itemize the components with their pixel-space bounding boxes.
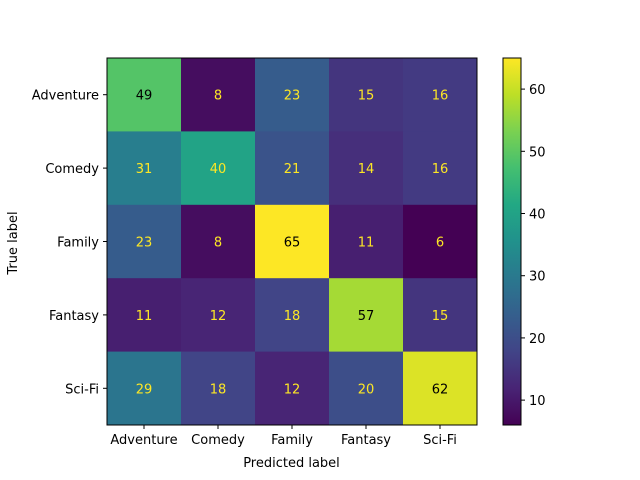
cell-1-3 bbox=[329, 131, 404, 206]
cell-value-1-0: 31 bbox=[136, 162, 153, 177]
cell-value-0-2: 23 bbox=[284, 89, 301, 104]
cell-3-3 bbox=[329, 278, 404, 353]
cell-value-2-1: 8 bbox=[214, 236, 222, 251]
cell-1-4 bbox=[403, 131, 478, 206]
cell-3-4 bbox=[403, 278, 478, 353]
cell-2-3 bbox=[329, 204, 404, 279]
cell-1-1 bbox=[181, 131, 256, 206]
x-tick-label: Sci-Fi bbox=[423, 433, 457, 448]
y-tick-label: Fantasy bbox=[49, 309, 99, 324]
cell-3-1 bbox=[181, 278, 256, 353]
cell-2-2 bbox=[255, 204, 330, 279]
colorbar-frame bbox=[502, 57, 522, 426]
x-axis: Adventure Comedy Family Fantasy Sci-Fi bbox=[110, 425, 457, 448]
cell-4-4 bbox=[403, 351, 478, 426]
cell-0-3 bbox=[329, 58, 404, 132]
cell-value-3-3: 57 bbox=[358, 309, 375, 324]
y-axis: Adventure Comedy Family Fantasy Sci-Fi bbox=[32, 89, 107, 397]
y-tick-label: Comedy bbox=[45, 162, 99, 177]
colorbar-tick-label: 10 bbox=[529, 394, 546, 409]
cell-4-0 bbox=[107, 351, 182, 426]
x-axis-label: Predicted label bbox=[243, 456, 340, 471]
cell-value-3-4: 15 bbox=[432, 309, 449, 324]
colorbar-tick-label: 30 bbox=[529, 270, 546, 285]
cell-4-1 bbox=[181, 351, 256, 426]
cell-value-0-4: 16 bbox=[432, 89, 449, 104]
cell-0-2 bbox=[255, 58, 330, 132]
colorbar-tick-label: 20 bbox=[529, 332, 546, 347]
cell-1-0 bbox=[107, 131, 182, 206]
cell-0-0 bbox=[107, 58, 182, 132]
cell-1-2 bbox=[255, 131, 330, 206]
cell-2-4 bbox=[403, 204, 478, 279]
cell-value-4-2: 12 bbox=[284, 382, 301, 397]
y-tick-label: Family bbox=[57, 236, 99, 251]
cell-value-2-0: 23 bbox=[136, 236, 153, 251]
cell-value-3-0: 11 bbox=[136, 309, 153, 324]
cell-value-1-3: 14 bbox=[358, 162, 375, 177]
y-tick-label: Sci-Fi bbox=[65, 382, 99, 397]
cell-value-4-0: 29 bbox=[136, 382, 153, 397]
cell-value-2-2: 65 bbox=[284, 236, 301, 251]
cell-value-3-2: 18 bbox=[284, 309, 301, 324]
matrix-grid: 49 8 23 15 16 31 40 21 14 16 23 8 65 11 6 11 12 18 57 15 29 1… bbox=[106, 57, 478, 426]
cell-3-2 bbox=[255, 278, 330, 353]
colorbar: 10 20 30 40 50 60 bbox=[502, 57, 546, 426]
y-tick-label: Adventure bbox=[32, 89, 99, 104]
cell-value-1-1: 40 bbox=[210, 162, 227, 177]
cell-0-1 bbox=[181, 58, 256, 132]
cell-value-0-1: 8 bbox=[214, 89, 222, 104]
colorbar-gradient bbox=[503, 58, 521, 425]
cell-2-1 bbox=[181, 204, 256, 279]
cell-4-2 bbox=[255, 351, 330, 426]
cell-value-4-3: 20 bbox=[358, 382, 375, 397]
cell-value-0-0: 49 bbox=[136, 89, 153, 104]
cell-value-1-2: 21 bbox=[284, 162, 301, 177]
cell-4-3 bbox=[329, 351, 404, 426]
colorbar-tick-label: 50 bbox=[529, 145, 546, 160]
y-axis-label: True label bbox=[6, 211, 21, 275]
x-tick-label: Family bbox=[271, 433, 313, 448]
cell-value-3-1: 12 bbox=[210, 309, 227, 324]
cell-3-0 bbox=[107, 278, 182, 353]
x-tick-label: Fantasy bbox=[341, 433, 391, 448]
colorbar-tick-label: 60 bbox=[529, 83, 546, 98]
cell-value-2-4: 6 bbox=[436, 236, 444, 251]
x-tick-label: Comedy bbox=[191, 433, 245, 448]
cell-value-4-1: 18 bbox=[210, 382, 227, 397]
cell-value-1-4: 16 bbox=[432, 162, 449, 177]
cell-0-4 bbox=[403, 58, 478, 132]
colorbar-tick-label: 40 bbox=[529, 208, 546, 223]
cell-value-2-3: 11 bbox=[358, 236, 375, 251]
cell-value-4-4: 62 bbox=[432, 382, 449, 397]
cell-2-0 bbox=[107, 204, 182, 279]
x-tick-label: Adventure bbox=[110, 433, 177, 448]
cell-value-0-3: 15 bbox=[358, 89, 375, 104]
